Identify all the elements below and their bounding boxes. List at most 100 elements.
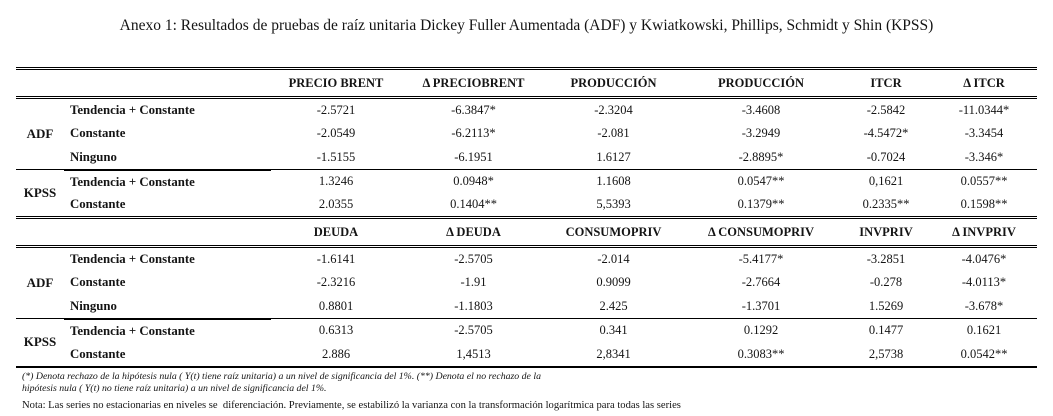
value-cell: 1.5269: [841, 294, 931, 319]
value-cell: 0.0948*: [453, 174, 494, 189]
table-row: KPSS Tendencia + Constante 0.6313 -2.5705 0.…: [16, 319, 1037, 349]
value-cell: -1.3701: [681, 294, 841, 319]
value-cell: 0.341: [599, 323, 628, 338]
column-header: Δ ITCR: [931, 67, 1037, 99]
value-cell: -2.7664: [741, 275, 781, 289]
column-header: Δ INVPRIV: [931, 219, 1037, 248]
value-cell: -2.0549: [316, 126, 356, 140]
test-name-cell: KPSS: [23, 185, 57, 200]
column-header: CONSUMOPRIV: [546, 219, 681, 248]
value-cell: -1.91: [460, 275, 487, 289]
annex-title: Anexo 1: Resultados de pruebas de raíz u…: [119, 17, 934, 34]
column-header: Δ DEUDA: [401, 219, 546, 248]
footnotes: (*) Denota rechazo de la hipótesis nula …: [22, 371, 1037, 414]
significance-footnote-line2: hipótesis nula ( Y(t) no tiene raíz unit…: [22, 383, 327, 395]
nota-footnote: Nota: Las series no estacionarias en niv…: [22, 399, 681, 411]
value-cell: 0,1621: [868, 174, 904, 189]
value-cell: -2.5721: [316, 102, 356, 117]
spec-label-cell: Constante: [70, 126, 126, 140]
spec-label-cell: Tendencia + Constante: [70, 174, 195, 189]
value-cell: -3.678*: [931, 294, 1037, 319]
value-cell: -4.0113*: [961, 275, 1007, 289]
value-cell: -2.014: [597, 251, 630, 266]
value-cell: -2.5705: [454, 251, 493, 266]
value-cell: 0.1379**: [737, 197, 785, 212]
spec-label-cell: Tendencia + Constante: [70, 251, 195, 266]
value-cell: -4.5472*: [863, 126, 909, 140]
header-row: DEUDA Δ DEUDA CONSUMOPRIV Δ CONSUMOPRIV INVP…: [16, 219, 1037, 248]
column-header: PRODUCCIÓN: [681, 67, 841, 99]
value-cell: 1.6127: [546, 145, 681, 170]
value-cell: -2.5842: [866, 102, 906, 117]
column-header: Δ CONSUMOPRIV: [681, 219, 841, 248]
spec-label-cell: Ninguno: [64, 294, 271, 320]
value-cell: -2.3204: [594, 102, 633, 117]
value-cell: -3.2851: [866, 251, 906, 266]
spec-label-cell: Constante: [70, 197, 126, 212]
value-cell: -2.3216: [316, 275, 356, 289]
value-cell: 0.1404**: [450, 197, 497, 212]
test-name-cell: ADF: [16, 246, 64, 319]
table-row: Constante 2.886 1,4513 2,8341 0.3083** 2,5738…: [16, 343, 1037, 367]
value-cell: -3.4608: [741, 102, 781, 117]
value-cell: 0.3083**: [737, 346, 785, 361]
value-cell: -1.6141: [316, 251, 356, 266]
spec-label-cell: Ninguno: [64, 145, 271, 171]
value-cell: 2.0355: [318, 197, 354, 212]
value-cell: -4.0476*: [961, 251, 1007, 266]
value-cell: 1.3246: [318, 174, 354, 189]
column-header: DEUDA: [271, 219, 401, 248]
value-cell: 5,5393: [596, 197, 631, 212]
value-cell: 1.1608: [596, 174, 631, 189]
value-cell: 2,5738: [868, 346, 904, 361]
corner-cell: [16, 219, 271, 248]
spec-label-cell: Constante: [70, 346, 126, 361]
column-header: PRODUCCIÓN: [546, 67, 681, 99]
value-cell: 0.1621: [966, 323, 1002, 338]
value-cell: -5.4177*: [738, 251, 784, 266]
table-row: ADF Tendencia + Constante -2.5721 -6.3847* -…: [16, 97, 1037, 170]
value-cell: -3.346*: [931, 145, 1037, 170]
value-cell: -2.8895*: [681, 145, 841, 170]
value-cell: -6.1951: [401, 145, 546, 170]
value-cell: -6.2113*: [451, 126, 496, 140]
value-cell: 0.9099: [596, 275, 631, 289]
value-cell: -11.0344*: [958, 102, 1010, 117]
value-cell: -0.7024: [841, 145, 931, 170]
value-cell: -2.081: [597, 126, 630, 140]
value-cell: 1,4513: [456, 346, 491, 361]
value-cell: 0.0547**: [737, 174, 785, 189]
test-name-cell: KPSS: [23, 334, 57, 350]
column-header: PRECIO BRENT: [271, 67, 401, 99]
table-row: Ninguno 0.8801 -1.1803 2.425 -1.3701 1.5269 -3…: [16, 294, 1037, 320]
spec-label-cell: Tendencia + Constante: [70, 102, 195, 117]
test-name-cell: ADF: [16, 97, 64, 170]
value-cell: 0.1477: [868, 323, 904, 338]
unit-root-table-1: PRECIO BRENT Δ PRECIOBRENT PRODUCCIÓN PRODU…: [16, 67, 1037, 219]
value-cell: -1.5155: [271, 145, 401, 170]
table-row: KPSS Tendencia + Constante 1.3246 0.0948* 1.…: [16, 170, 1037, 200]
column-header: INVPRIV: [841, 219, 931, 248]
value-cell: -2.5705: [454, 323, 493, 338]
value-cell: 2.425: [546, 294, 681, 319]
value-cell: -3.3454: [964, 126, 1004, 140]
corner-cell: [16, 67, 271, 99]
value-cell: -0.278: [869, 275, 903, 289]
column-header: ITCR: [841, 67, 931, 99]
value-cell: 0.1598**: [960, 197, 1008, 212]
table-row: Constante -2.3216 -1.91 0.9099 -2.7664 -0.278…: [16, 271, 1037, 295]
value-cell: 0.1292: [743, 323, 779, 338]
value-cell: 0.6313: [318, 323, 354, 338]
column-header: Δ PRECIOBRENT: [401, 67, 546, 99]
value-cell: 0.0557**: [960, 174, 1008, 189]
table-row: Ninguno -1.5155 -6.1951 1.6127 -2.8895* -0.70…: [16, 145, 1037, 171]
value-cell: 2.886: [321, 346, 351, 361]
table-row: Constante 2.0355 0.1404** 5,5393 0.1379** 0.2…: [16, 194, 1037, 218]
spec-label-cell: Tendencia + Constante: [70, 323, 195, 338]
table-row: ADF Tendencia + Constante -1.6141 -2.5705 -2…: [16, 246, 1037, 319]
value-cell: -1.1803: [401, 294, 546, 319]
value-cell: 2,8341: [596, 346, 631, 361]
value-cell: -6.3847*: [451, 102, 496, 117]
header-row: PRECIO BRENT Δ PRECIOBRENT PRODUCCIÓN PRODU…: [16, 67, 1037, 99]
